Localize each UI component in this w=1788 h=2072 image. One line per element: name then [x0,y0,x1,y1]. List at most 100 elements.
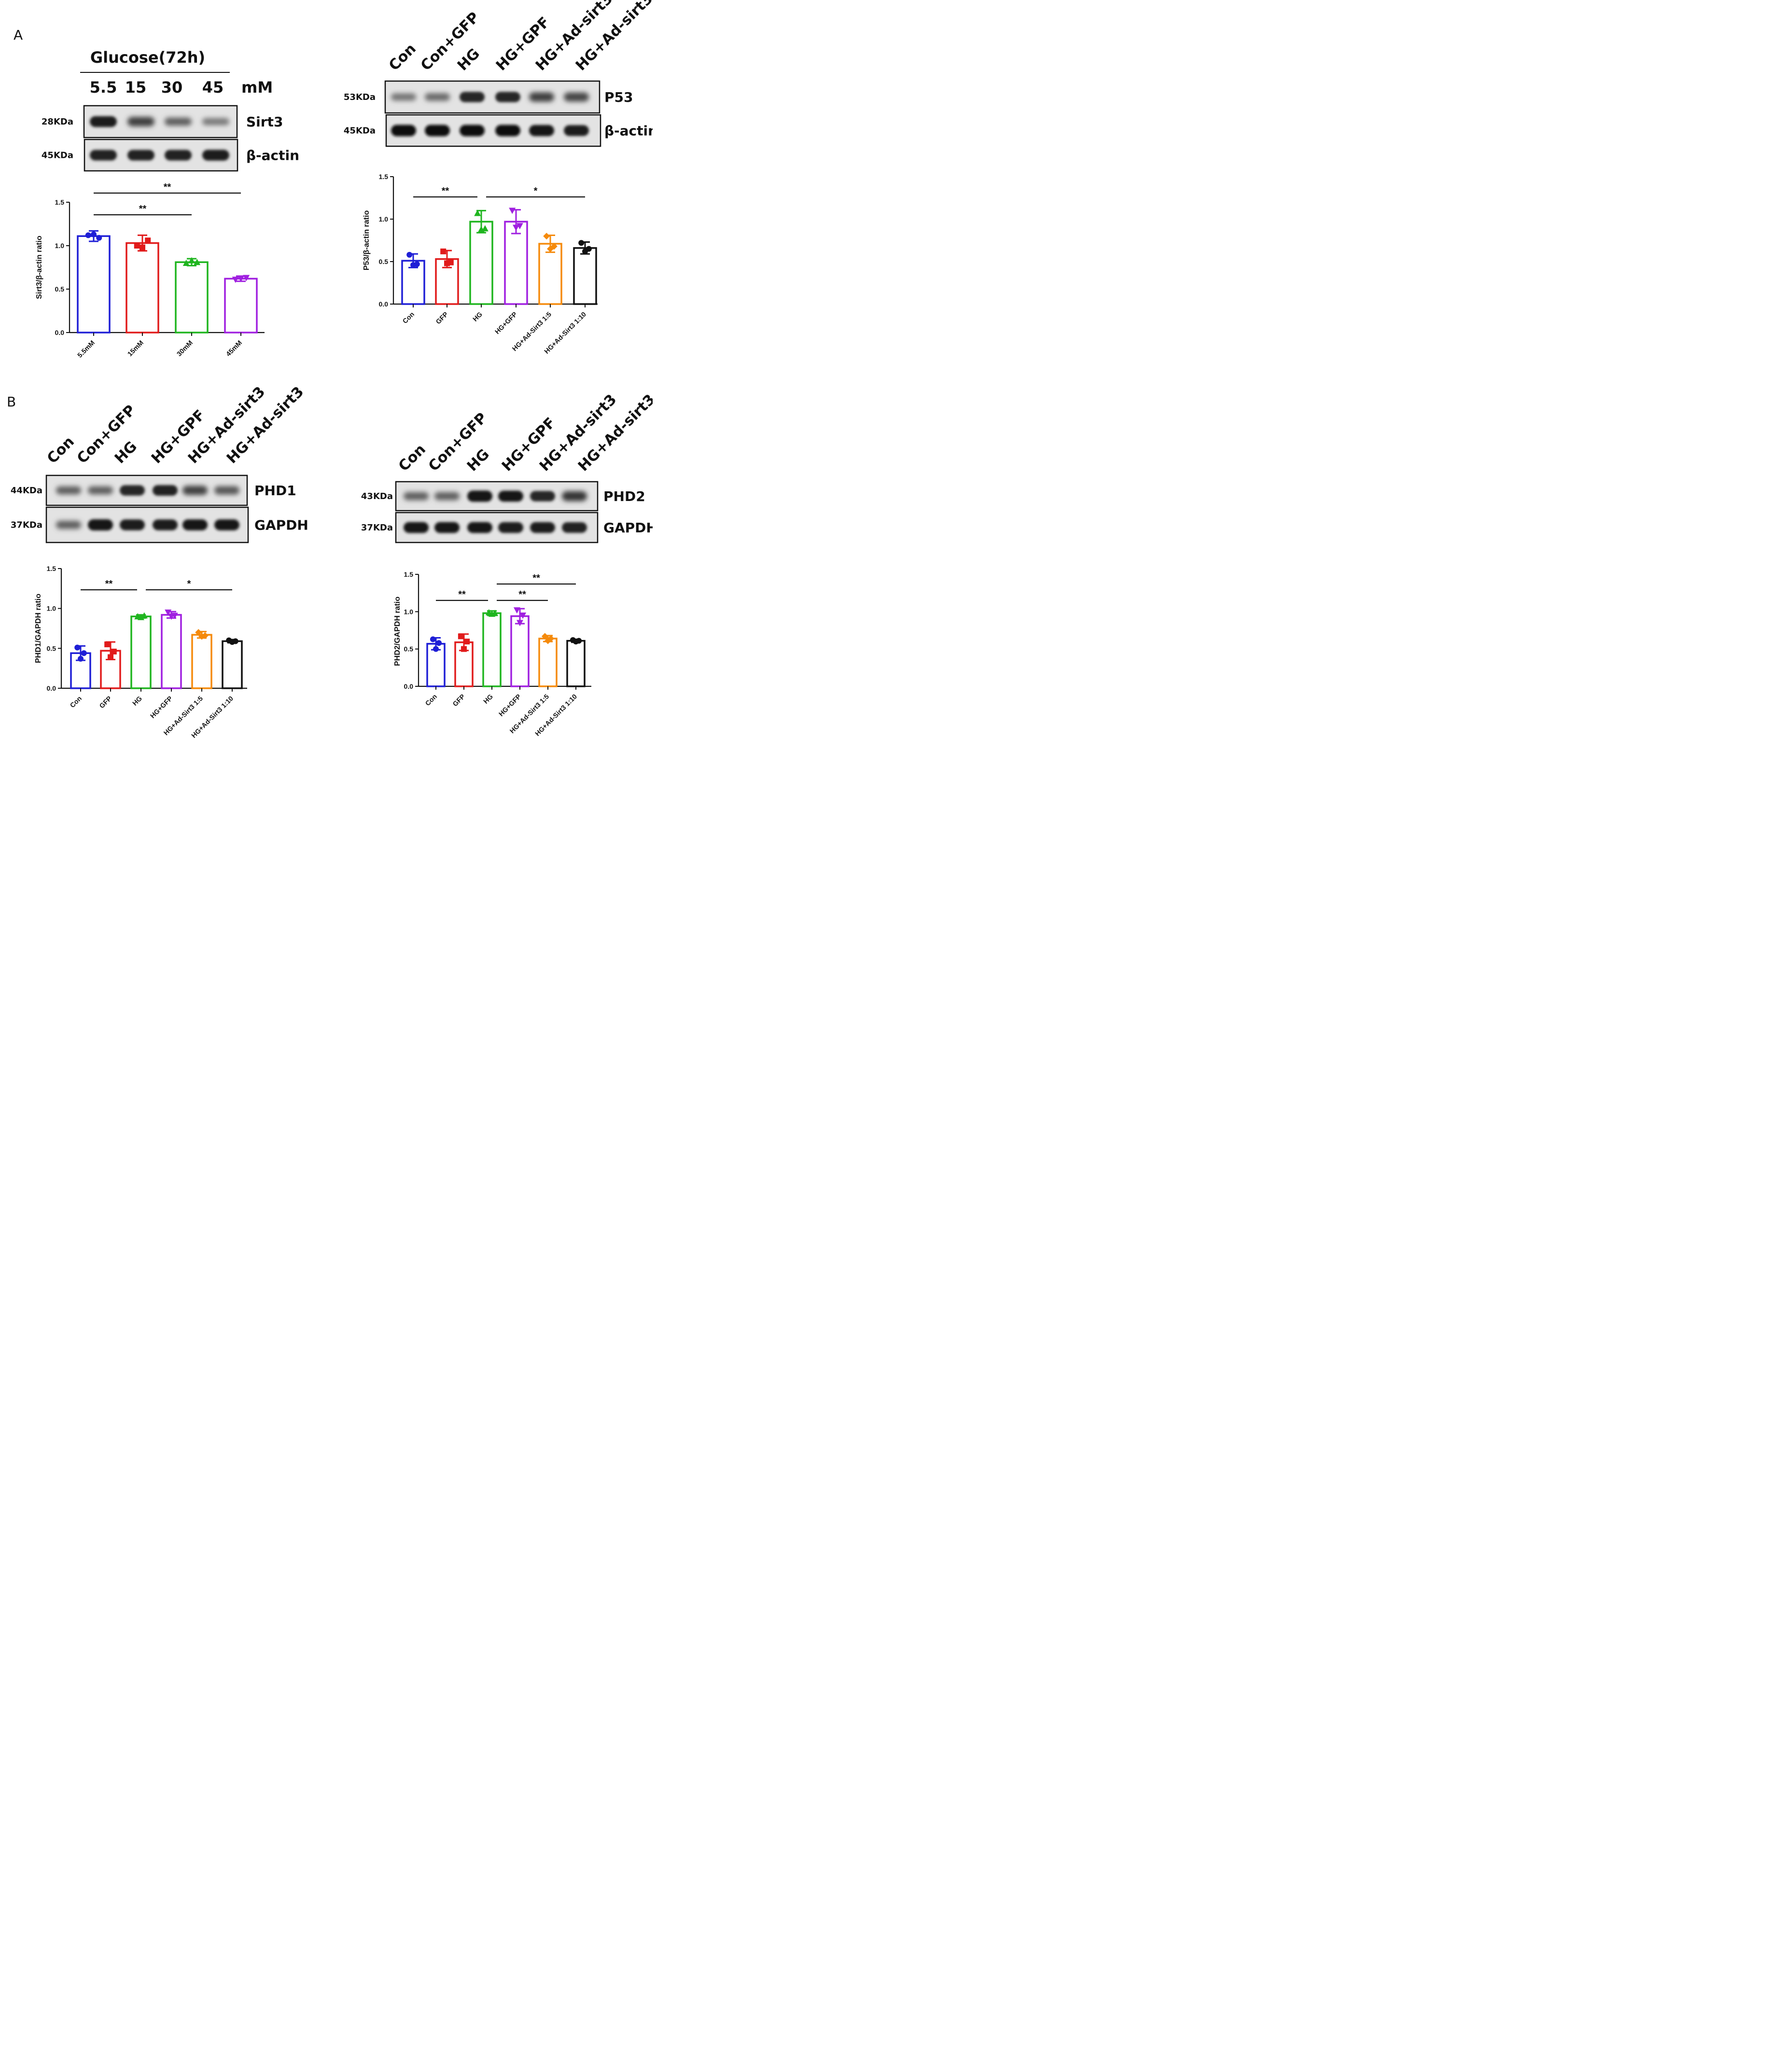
data-point-con-1 [430,636,436,642]
bar-hg-ad-sirt3-1-10 [566,640,586,687]
blot-band-p53-lane-2 [425,93,450,101]
concentration-label: 5.5 [90,78,117,97]
blot-band-gapdh-lane-4 [498,522,523,533]
data-point-30mm-2 [188,257,195,264]
molecular-weight-label: 43KDa [361,491,393,501]
y-tick-label: 0.5 [55,285,65,293]
protein-label-phd2: PHD2 [603,488,645,504]
blot-band-phd2-lane-1 [404,492,429,501]
blot-band-phd2-lane-4 [498,490,523,502]
bar-hg-gfp [510,615,530,687]
y-tick-label: 0.0 [55,329,65,336]
blot-band-p53-lane-4 [495,92,520,102]
protein-label-gapdh: GAPDH [254,517,308,533]
y-tick-label: 0.5 [47,644,56,652]
blot-band-actin-lane-1 [391,125,416,137]
data-point-45mm-2 [237,276,244,282]
y-tick-label: 0.5 [379,258,389,265]
data-point-hg-ad-sirt3-1-5-3 [550,243,558,250]
data-point-hg-gfp-3 [171,612,178,619]
data-point-hg-ad-sirt3-1-10-3 [586,246,592,252]
data-point-con-3 [81,650,87,656]
blot-band-phd1-lane-1 [56,486,81,495]
concentration-unit: mM [241,78,273,97]
protein-label-gapdh: GAPDH [603,520,653,536]
data-point-gfp-1 [458,633,464,640]
data-point-gfp-3 [464,639,470,645]
blot-band-gapdh-lane-2 [88,519,113,531]
bar-hg [130,615,152,689]
molecular-weight-label: 44KDa [11,486,42,496]
blot-band-gapdh-lane-6 [214,519,239,530]
lane-label: Con [395,441,429,475]
significance-label: ** [139,204,147,214]
significance-label: ** [442,186,449,196]
bar-hg-ad-sirt3-1-5 [538,638,558,687]
bar-hg [469,221,493,305]
blot-band-gapdh-lane-6 [562,522,587,533]
data-point-gfp-1 [440,248,447,254]
data-point-5-5mm-3 [96,235,102,241]
y-tick-label: 1.5 [55,198,65,206]
blot-band-actin-lane-3 [460,125,485,137]
blot-band-phd1-lane-6 [214,486,239,495]
y-tick-label: 1.0 [47,605,56,612]
glucose-header: Glucose(72h) [90,48,205,67]
y-tick-label: 1.0 [55,242,65,250]
blot-band-phd2-lane-3 [467,490,492,502]
data-point-con-1 [406,251,413,258]
y-tick-label: 0.5 [404,645,414,653]
blot-band-gapdh-lane-1 [404,522,429,533]
significance-label: ** [518,589,526,600]
blot-band-p53-lane-3 [460,92,485,102]
data-point-con-3 [414,261,420,267]
data-point-gfp-1 [104,641,111,648]
lane-label: Con [44,433,78,467]
p53-bar-chart: 0.0 0.5 1.0 1.5 P53/β-actin ratio Con GFP HG HG+… [363,173,598,355]
data-point-hg-gfp-2 [517,620,523,626]
data-point-hg-3 [481,225,489,232]
data-point-con-1 [74,644,81,651]
significance-label: ** [164,182,171,193]
blot-band-sirt3-lane-3 [165,117,192,126]
lane-label: HG [454,45,483,74]
data-point-con-3 [436,640,442,646]
data-point-hg-3 [140,612,148,619]
data-point-gfp-3 [111,648,117,654]
blot-band-sirt3-lane-1 [90,116,117,127]
concentration-labels: 5.5 15 30 45 [90,78,224,97]
bar-hg-ad-sirt3-1-5 [191,634,212,689]
data-point-15mm-3 [145,237,151,244]
data-point-hg-ad-sirt3-1-5-1 [195,629,202,636]
blot-band-gapdh-lane-2 [434,522,460,533]
data-point-con-2 [78,655,84,662]
protein-label-phd1: PHD1 [254,483,296,499]
y-tick-label: 0.0 [47,684,56,692]
molecular-weight-label: 28KDa [42,117,73,127]
data-point-hg-gfp-2 [513,224,519,231]
y-tick-label: 1.5 [404,570,414,578]
lane-label: Con [386,41,419,74]
blot-band-phd1-lane-3 [120,485,145,496]
x-tick-label-gfp: GFP [98,695,113,710]
blot-band-sirt3-lane-4 [202,118,229,125]
y-tick-label: 1.5 [379,173,389,181]
data-point-hg-ad-sirt3-1-10-3 [576,638,582,644]
sirt3-western-blot: 28KDa Sirt3 45KDa β-actin [42,105,299,172]
blot-band-p53-lane-5 [529,92,554,102]
figure-stage: A B Glucose(72h) 5.5 15 30 45 mM 28KDa Sirt3… [0,0,653,756]
molecular-weight-label: 37KDa [361,523,393,533]
blot-band-gapdh-lane-1 [56,521,81,529]
x-tick-label-gfp: GFP [451,693,466,708]
data-point-gfp-2 [461,646,467,652]
data-point-30mm-1 [182,260,190,266]
data-point-hg-ad-sirt3-1-5-2 [547,245,554,252]
significance-label: ** [105,579,113,589]
x-tick-label-con: Con [69,695,84,709]
blot-band-phd1-lane-5 [182,486,208,495]
bar-hg-ad-sirt3-1-10 [573,247,597,305]
blot-band-phd1-lane-4 [153,485,178,496]
